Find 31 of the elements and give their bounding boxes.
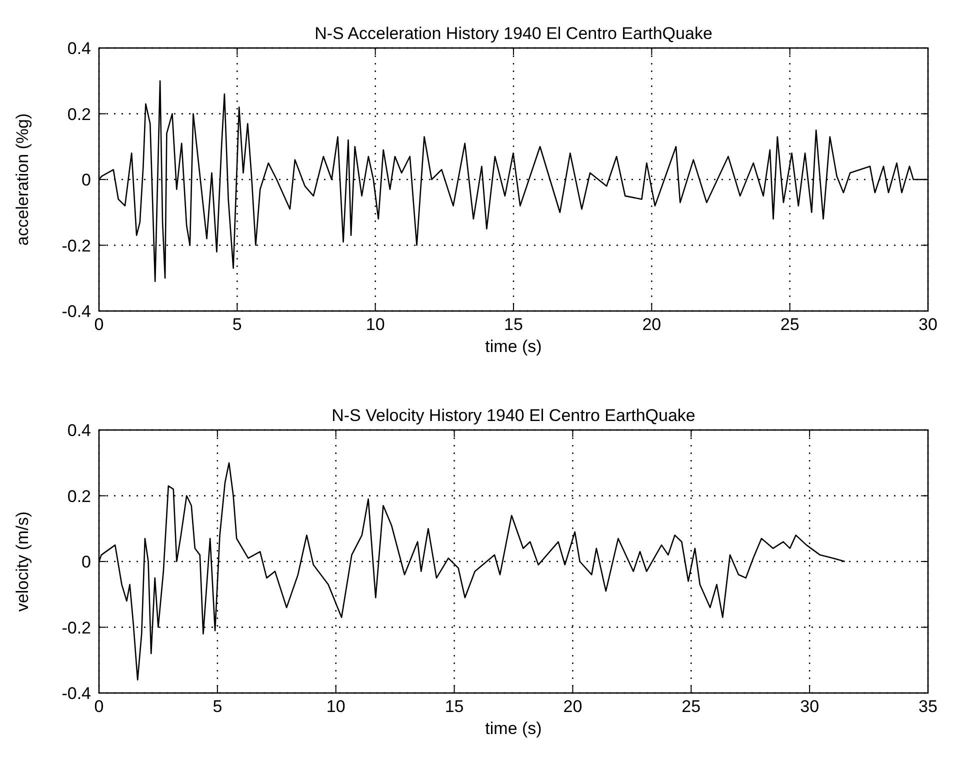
x-tick-label: 35	[918, 697, 938, 716]
y-tick-label: -0.4	[62, 302, 91, 321]
y-tick-label: -0.4	[62, 684, 91, 703]
x-axis-title: time (s)	[485, 719, 542, 738]
x-tick-label: 20	[563, 697, 582, 716]
x-tick-label: 25	[682, 697, 701, 716]
x-tick-label: 30	[918, 315, 938, 334]
y-tick-label: -0.2	[62, 236, 91, 256]
x-tick-label: 10	[366, 315, 385, 334]
x-tick-label: 15	[504, 315, 523, 334]
chart-title: N-S Velocity History 1940 El Centro EarthQuake	[332, 406, 696, 425]
y-tick-label: 0	[82, 552, 91, 572]
y-tick-label: 0.2	[67, 486, 91, 506]
x-axis-title: time (s)	[485, 337, 542, 356]
x-tick-label: 5	[212, 697, 222, 716]
x-tick-label: 30	[800, 697, 820, 716]
y-axis-title: velocity (m/s)	[13, 511, 32, 612]
x-tick-label: 20	[642, 315, 662, 334]
y-axis-title: acceleration (%g)	[13, 113, 32, 246]
y-tick-label: 0.4	[67, 39, 91, 58]
y-tick-label: -0.2	[62, 618, 91, 638]
y-tick-label: 0.4	[67, 421, 91, 440]
x-tick-label: 0	[94, 315, 104, 334]
y-tick-label: 0	[82, 170, 91, 190]
x-tick-label: 10	[326, 697, 346, 716]
y-tick-label: 0.2	[67, 104, 91, 124]
x-tick-label: 25	[780, 315, 800, 334]
x-tick-label: 5	[232, 315, 242, 334]
chart-title: N-S Acceleration History 1940 El Centro EarthQuake	[314, 24, 712, 43]
x-tick-label: 0	[94, 697, 104, 716]
x-tick-label: 15	[444, 697, 464, 716]
